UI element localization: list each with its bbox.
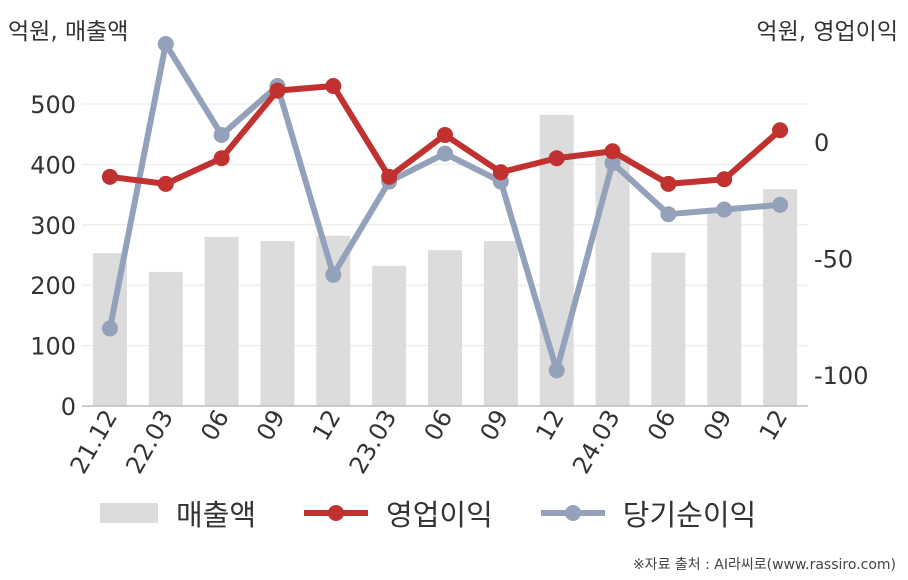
chart-legend: 매출액 영업이익 당기순이익: [100, 492, 804, 534]
legend-item-op: 영업이익: [304, 492, 493, 534]
sales-bar: [707, 207, 742, 406]
net-point: [548, 362, 565, 379]
sales-bar: [763, 189, 798, 406]
op-point: [381, 168, 398, 185]
x-tick-label: 12: [530, 405, 570, 445]
x-tick-label: 09: [475, 405, 515, 445]
legend-label-sales: 매출액: [176, 498, 257, 532]
net-point: [325, 266, 342, 283]
sales-bar: [148, 271, 183, 406]
sales-bar: [204, 236, 239, 406]
right-axis-unit: 억원, 영업이익: [756, 19, 898, 45]
op-point: [716, 171, 733, 188]
x-tick-label: 06: [642, 405, 682, 445]
sales-bar: [372, 265, 407, 406]
op-point: [101, 168, 118, 185]
op-point: [772, 122, 789, 139]
left-tick-label: 300: [30, 212, 76, 240]
op-point: [604, 143, 621, 160]
net-point: [101, 320, 118, 337]
sales-bar: [651, 252, 686, 406]
net-point: [213, 126, 230, 143]
left-tick-label: 100: [30, 333, 76, 361]
op-point: [437, 126, 453, 143]
op-point: [157, 175, 174, 192]
left-tick-label: 0: [61, 393, 76, 421]
legend-swatch-net: [540, 505, 605, 521]
net-point: [772, 196, 789, 213]
legend-swatch-sales: [100, 503, 158, 523]
right-tick-label: -100: [814, 362, 868, 390]
net-point: [157, 36, 174, 53]
left-axis-unit: 억원, 매출액: [8, 19, 129, 45]
x-tick-label: 06: [419, 405, 459, 445]
x-tick-label: 09: [698, 405, 738, 445]
net-point: [437, 145, 453, 162]
legend-item-sales: 매출액: [100, 492, 256, 534]
legend-swatch-op: [304, 505, 369, 521]
legend-label-net: 당기순이익: [622, 498, 757, 532]
legend-label-op: 영업이익: [386, 498, 493, 532]
x-tick-label: 22.03: [120, 405, 179, 479]
sales-bar: [316, 235, 351, 406]
x-tick-label: 23.03: [344, 405, 403, 479]
data-source: ※자료 출처 : AI라씨로(www.rassiro.com): [632, 557, 896, 573]
x-tick-label: 09: [251, 405, 291, 445]
left-tick-label: 200: [30, 272, 76, 300]
sales-bar: [483, 241, 518, 406]
net-point: [716, 201, 733, 218]
op-point: [269, 82, 286, 99]
sales-bar: [428, 250, 462, 406]
net-point: [660, 206, 677, 223]
op-point: [492, 164, 509, 181]
x-tick-label: 24.03: [567, 405, 626, 479]
right-tick-label: 0: [814, 129, 829, 157]
legend-item-net: 당기순이익: [540, 492, 757, 534]
op-point: [548, 150, 565, 167]
net-point: [604, 154, 621, 171]
x-tick-label: 12: [307, 405, 347, 445]
x-tick-label: 06: [195, 405, 235, 445]
left-tick-label: 400: [30, 151, 76, 179]
op-point: [213, 150, 230, 167]
op-point: [660, 175, 677, 192]
sales-bar: [260, 241, 295, 406]
left-tick-label: 500: [30, 91, 76, 119]
right-tick-label: -50: [814, 245, 853, 273]
op-point: [325, 77, 342, 94]
x-tick-label: 12: [754, 405, 794, 445]
sales-bar: [595, 154, 630, 406]
